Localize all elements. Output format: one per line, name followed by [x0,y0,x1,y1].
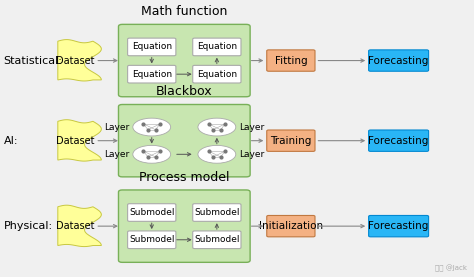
Text: Dataset: Dataset [56,221,95,231]
FancyBboxPatch shape [267,216,315,237]
Text: Submodel: Submodel [194,208,239,217]
FancyBboxPatch shape [118,190,250,262]
FancyBboxPatch shape [267,130,315,151]
Text: Blackbox: Blackbox [156,85,213,98]
Text: Initialization: Initialization [259,221,323,231]
FancyBboxPatch shape [369,50,428,71]
Text: Physical:: Physical: [4,221,53,231]
Polygon shape [58,40,101,81]
Text: Submodel: Submodel [129,208,174,217]
Text: Layer: Layer [104,150,129,159]
Text: Layer: Layer [239,150,265,159]
Text: Forecasting: Forecasting [368,56,429,66]
Polygon shape [58,120,101,161]
FancyBboxPatch shape [118,104,250,177]
FancyBboxPatch shape [267,50,315,71]
Text: Dataset: Dataset [56,136,95,146]
Text: Equation: Equation [197,70,237,79]
Text: Training: Training [270,136,311,146]
FancyBboxPatch shape [369,216,428,237]
FancyBboxPatch shape [128,38,176,56]
Polygon shape [58,205,101,247]
Ellipse shape [198,145,236,163]
Text: Equation: Equation [132,42,172,52]
FancyBboxPatch shape [128,231,176,248]
FancyBboxPatch shape [193,204,241,221]
Text: Forecasting: Forecasting [368,221,429,231]
FancyBboxPatch shape [193,38,241,56]
Text: Submodel: Submodel [194,235,239,244]
Text: Process model: Process model [139,171,229,184]
Text: Submodel: Submodel [129,235,174,244]
Ellipse shape [133,145,171,163]
Text: Equation: Equation [197,42,237,52]
Text: Equation: Equation [132,70,172,79]
Text: Fitting: Fitting [274,56,307,66]
Text: Statistical:: Statistical: [4,56,63,66]
Text: Layer: Layer [104,122,129,132]
FancyBboxPatch shape [118,24,250,97]
Ellipse shape [198,118,236,136]
FancyBboxPatch shape [128,204,176,221]
FancyBboxPatch shape [369,130,428,151]
FancyBboxPatch shape [193,231,241,248]
Text: Layer: Layer [239,122,265,132]
FancyBboxPatch shape [193,65,241,83]
Text: Dataset: Dataset [56,56,95,66]
Text: Forecasting: Forecasting [368,136,429,146]
Text: AI:: AI: [4,136,18,146]
Text: 知乎 @Jack: 知乎 @Jack [435,264,466,271]
Ellipse shape [133,118,171,136]
Text: Math function: Math function [141,5,228,18]
FancyBboxPatch shape [128,65,176,83]
